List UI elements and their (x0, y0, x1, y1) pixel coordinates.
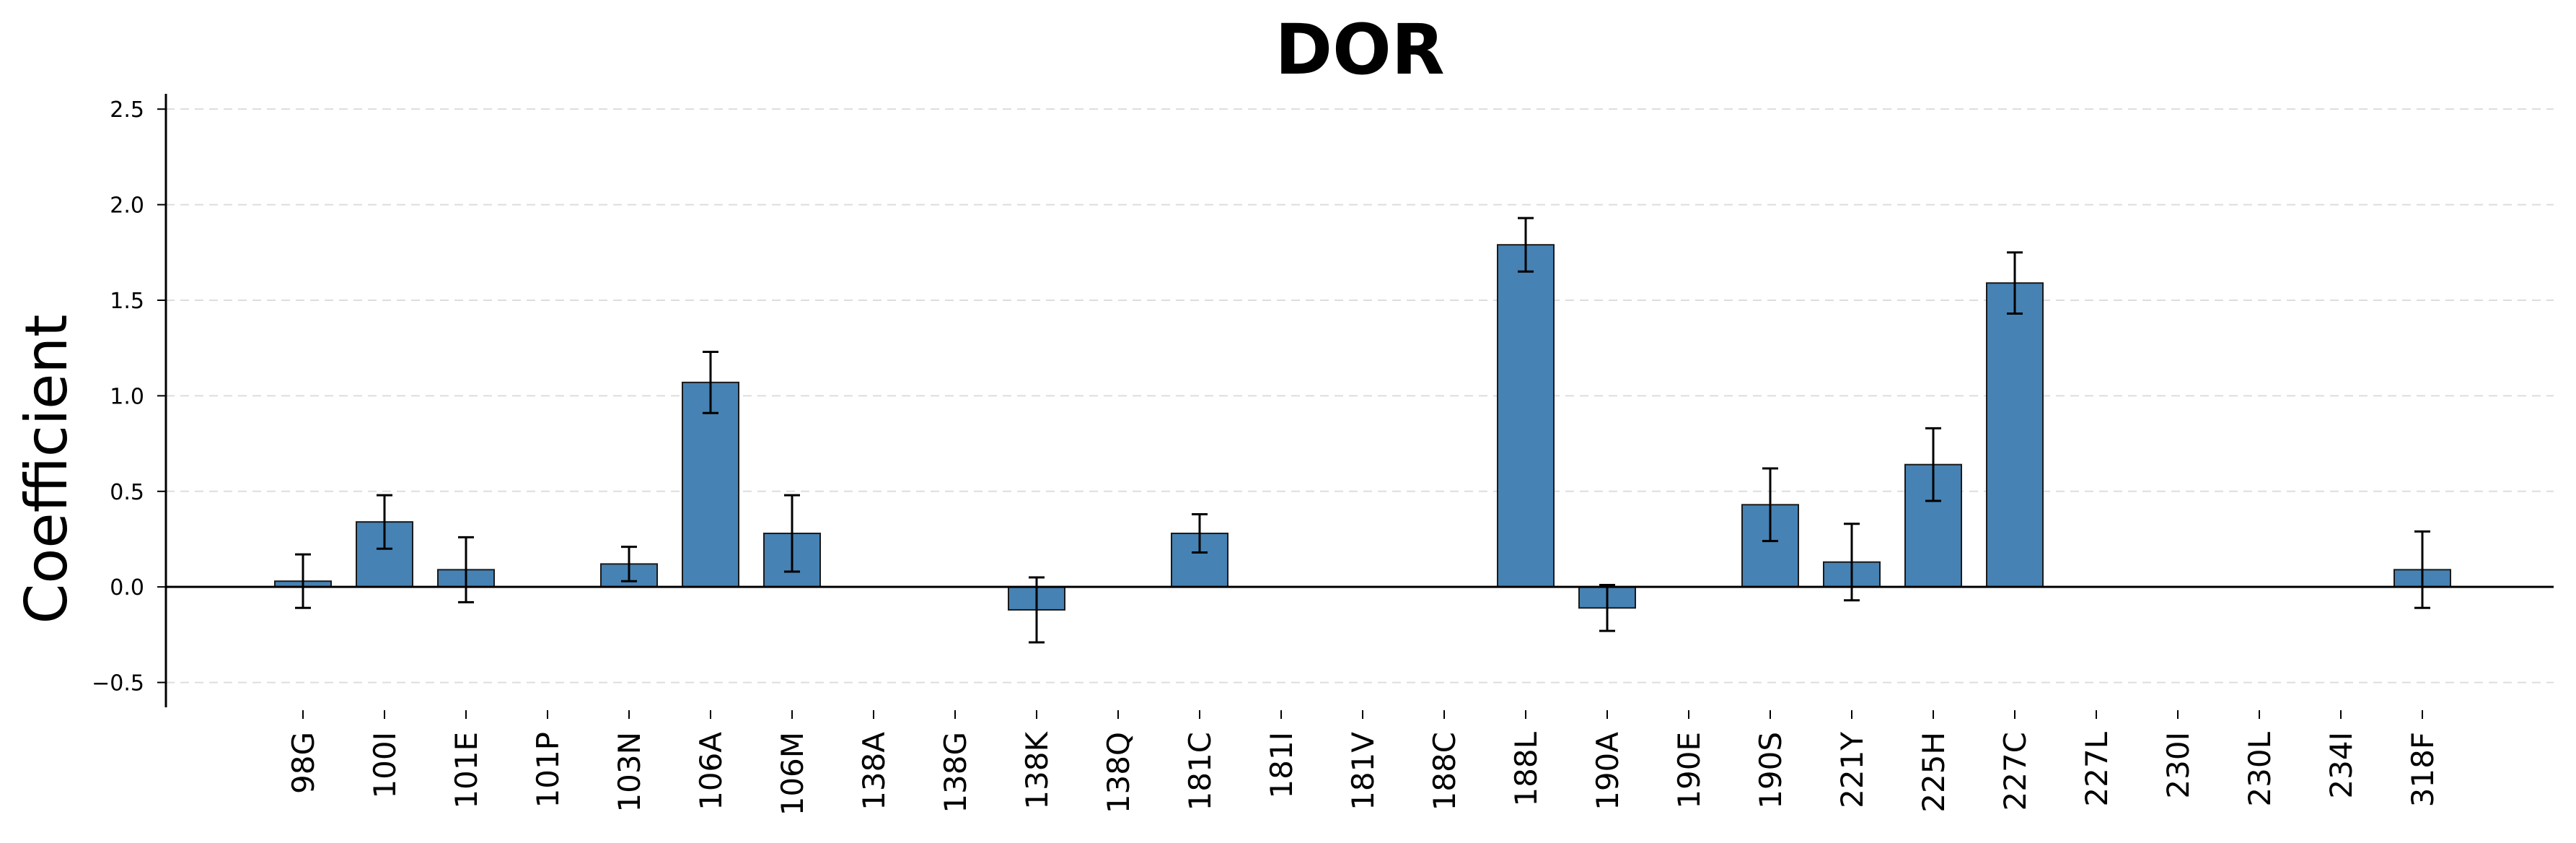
y-tick-label: −0.5 (92, 671, 144, 696)
x-tick-label: 230I (2160, 732, 2196, 799)
bar (682, 381, 739, 588)
y-tick-label: 2.5 (110, 97, 144, 123)
grid-lines (166, 108, 2554, 683)
x-tick-label: 234I (2324, 732, 2359, 799)
bar (1986, 282, 2044, 588)
x-tick-label: 138K (1019, 731, 1055, 810)
x-tick-label: 181C (1182, 732, 1218, 811)
bar (1497, 244, 1555, 588)
x-tick-label: 181I (1264, 732, 1299, 799)
x-tick-label: 227L (2079, 731, 2114, 806)
x-tick-label: 138Q (1101, 732, 1136, 813)
x-tick-label: 101P (530, 732, 566, 808)
y-tick-label: 2.0 (110, 193, 144, 219)
x-tick-label: 190E (1671, 732, 1707, 809)
x-tick-label: 221Y (1834, 732, 1870, 808)
x-tick-label: 138G (938, 732, 973, 813)
x-tick-label: 190A (1590, 732, 1625, 811)
x-ticks: 98G 100I 101E 101P 103N 106A 106M 138A 138G 138K 1… (286, 710, 2440, 816)
x-tick-label: 138A (856, 732, 892, 811)
chart-title: DOR (1275, 9, 1444, 90)
x-tick-label: 101E (449, 732, 484, 809)
y-axis-label: Coefficient (13, 315, 80, 624)
x-tick-label: 106M (775, 732, 810, 816)
x-tick-label: 103N (612, 732, 647, 813)
error-bars (295, 217, 2430, 644)
x-tick-label: 98G (286, 732, 321, 794)
x-tick-label: 227C (1997, 732, 2033, 811)
x-tick-label: 318F (2405, 732, 2440, 807)
x-tick-label: 230L (2242, 731, 2277, 806)
y-tick-label: 0.5 (110, 480, 144, 505)
x-tick-label: 188C (1427, 732, 1462, 811)
y-tick-label: 0.0 (110, 575, 144, 600)
x-tick-label: 190S (1753, 732, 1788, 809)
y-ticks: −0.5 0.0 0.5 1.0 1.5 2.0 2.5 (92, 97, 166, 696)
y-tick-label: 1.0 (110, 384, 144, 409)
x-tick-label: 100I (367, 732, 403, 799)
y-tick-label: 1.5 (110, 289, 144, 314)
x-tick-label: 181V (1345, 732, 1381, 811)
x-tick-label: 225H (1916, 732, 1951, 813)
x-tick-label: 188L (1508, 731, 1544, 806)
x-tick-label: 106A (693, 732, 729, 811)
